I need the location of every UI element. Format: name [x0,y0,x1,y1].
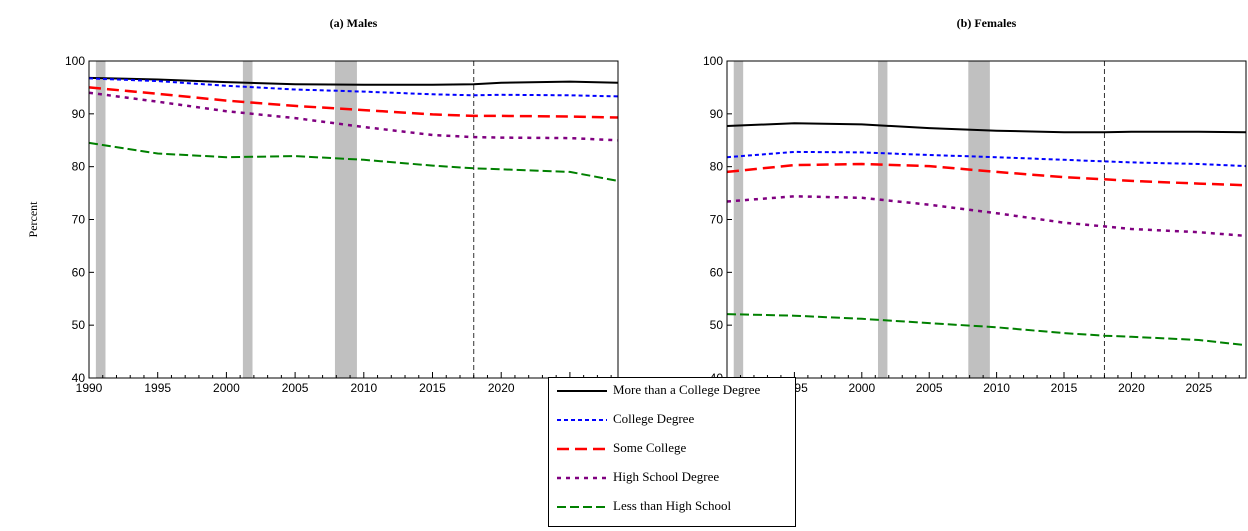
x-tick-label: 2020 [488,381,515,395]
panel-title: (b) Females [957,16,1017,30]
legend-swatch-high-school [557,476,607,480]
x-tick-label: 2005 [282,381,309,395]
series-line [88,76,619,86]
series-line [726,195,1247,238]
series-line [726,162,1247,187]
y-axis-label: Percent [26,201,40,238]
x-tick-label: 2025 [1185,381,1212,395]
legend-label: High School Degree [613,469,720,484]
legend-swatch-less-than-high-school [557,506,607,508]
legend-item-some-college: Some College [555,438,795,460]
x-tick-label: 2005 [916,381,943,395]
recession-band [877,61,888,378]
y-tick-label: 80 [710,160,724,174]
legend-label: Less than High School [613,498,732,513]
x-tick-label: 2010 [983,381,1010,395]
y-tick-label: 70 [72,213,86,227]
legend-swatch-college-degree [557,419,607,421]
x-tick-label: 2015 [1051,381,1078,395]
x-tick-label: 2000 [213,381,240,395]
recession-band [733,61,744,378]
x-tick-label: 2015 [419,381,446,395]
y-tick-label: 100 [703,54,723,68]
y-tick-label: 100 [65,54,85,68]
y-tick-label: 50 [72,318,86,332]
x-tick-label: 2000 [848,381,875,395]
x-tick-label: 2010 [350,381,377,395]
x-tick-label: 1990 [76,381,103,395]
series-line [88,86,619,119]
legend-item-college-degree: College Degree [555,409,795,431]
series-line [726,150,1247,168]
legend-item-more-than-college: More than a College Degree [555,380,795,402]
y-tick-label: 80 [72,160,86,174]
legend-label: College Degree [613,411,695,426]
recession-band [334,61,357,378]
recession-band [242,61,253,378]
legend-label: More than a College Degree [613,382,761,397]
y-tick-label: 70 [710,213,724,227]
x-tick-label: 2020 [1118,381,1145,395]
legend-item-less-than-high-school: Less than High School [555,496,795,518]
y-tick-label: 60 [710,265,724,279]
y-tick-label: 40 [72,371,86,385]
series-line [88,141,619,182]
legend-swatch-some-college [557,447,607,451]
series-line [726,313,1247,347]
legend-item-high-school: High School Degree [555,467,795,489]
recession-band [95,61,106,378]
recession-band [968,61,990,378]
series-line [726,122,1247,134]
y-tick-label: 90 [72,107,86,121]
series-line [88,77,619,98]
x-tick-label: 1995 [144,381,171,395]
y-tick-label: 50 [710,318,724,332]
legend-swatch-more-than-college [557,390,607,392]
panel-title: (a) Males [330,16,378,30]
y-tick-label: 90 [710,107,724,121]
legend: More than a College Degree College Degre… [548,377,796,527]
legend-label: Some College [613,440,687,455]
y-tick-label: 60 [72,265,86,279]
